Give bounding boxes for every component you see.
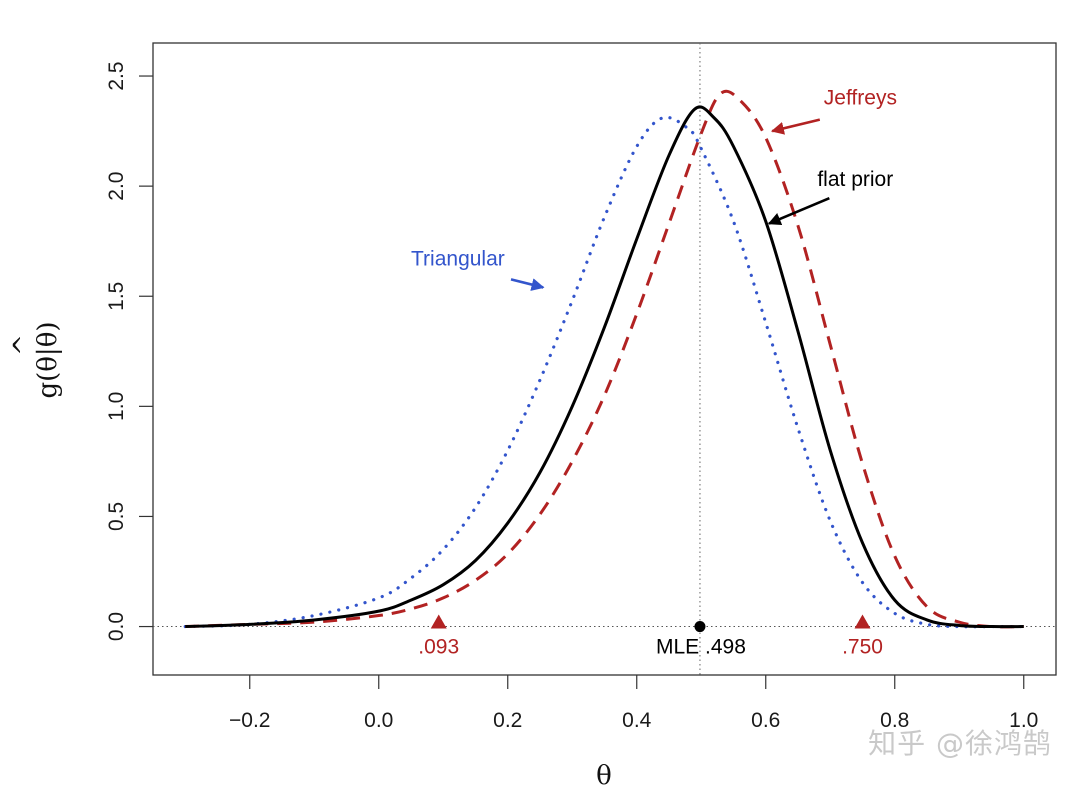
annotation-arrow [767,196,830,226]
x-tick-label: 0.6 [751,709,780,732]
reference-lines [153,43,1056,675]
x-tick-label: 0.0 [364,709,393,732]
series-layer [183,89,1026,629]
series-triangular [183,115,1026,629]
x-axis-title: θ [596,761,612,791]
upper-bound-label: .750 [842,636,883,659]
mle-marker [694,621,706,633]
y-title-hat: ^ [9,334,39,356]
annotation-layer: Jeffreys flat prior Triangular [411,87,897,291]
watermark: 知乎 @徐鸿鹄 [868,727,1052,760]
plot-frame [152,42,1057,676]
annotation-flat-prior: flat prior [817,168,893,191]
svg-text:g(θ|θ): g(θ|θ) [33,321,63,398]
marker-layer: .093 MLE .498 .750 [418,614,883,659]
lower-bound-label: .093 [418,636,459,659]
y-tick-label: 2.5 [105,61,128,90]
x-tick-label: 0.8 [880,709,909,732]
x-axis: −0.2 0.0 0.2 0.4 0.6 0.8 1.0 [229,675,1038,732]
y-tick-label: 0.5 [105,502,128,531]
y-tick-label: 0.0 [105,612,128,641]
y-title-theta: θ [33,356,63,372]
x-tick-label: 1.0 [1009,709,1038,732]
annotation-arrow [770,118,821,135]
annotation-triangular: Triangular [411,247,505,270]
series-flat-prior [185,105,1024,629]
series-jeffreys [185,89,1024,629]
x-tick-label: 0.2 [493,709,522,732]
y-tick-label: 1.0 [105,392,128,421]
mle-label: MLE .498 [656,636,746,659]
y-axis-title: g(θ|θ) ^ [9,321,63,398]
y-title-close: ) [33,321,63,331]
upper-bound-marker [854,614,871,629]
y-title-bar: | [33,347,63,356]
y-tick-label: 2.0 [105,172,128,201]
y-tick-label: 1.5 [105,282,128,311]
y-axis: 0.0 0.5 1.0 1.5 2.0 2.5 [105,61,153,641]
x-tick-label: −0.2 [229,709,270,732]
annotation-jeffreys: Jeffreys [824,87,897,110]
annotation-arrow [510,278,545,291]
y-title-g: g( [33,372,63,399]
lower-bound-marker [430,614,447,629]
y-title-theta-hat: θ [33,332,63,348]
x-tick-label: 0.4 [622,709,652,732]
